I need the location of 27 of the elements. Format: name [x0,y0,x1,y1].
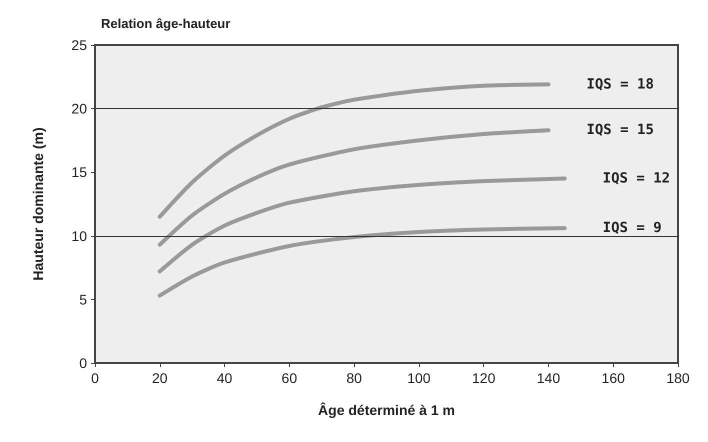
x-tick-label: 40 [216,370,233,386]
line-series [158,176,567,274]
text: IQS = 12 [602,170,670,187]
x-tick-label: 60 [282,370,298,386]
line-series [158,82,550,219]
y-tick-label: 5 [79,291,88,308]
x-tick-label: 120 [472,370,496,386]
y-tick-label: 25 [71,37,88,53]
text: IQS = 18 [586,76,654,92]
text: IQS = 9 [602,220,662,236]
x-tick-label: 0 [91,370,100,386]
line-series [158,226,567,298]
x-axis-title: Âge déterminé à 1 m [318,402,455,418]
y-tick-label: 10 [71,228,88,244]
line-series [158,128,550,247]
chart-title: Relation âge-hauteur [101,16,230,31]
x-tick-label: 20 [152,370,168,386]
x-tick-label: 140 [536,370,560,386]
text: IQS = 15 [586,122,654,138]
x-tick-label: 160 [602,370,626,386]
y-axis-title: Hauteur dominante (m) [30,127,46,281]
y-tick-label: 20 [71,100,88,117]
y-tick-label: 0 [79,355,88,371]
x-tick-label: 80 [346,370,362,386]
x-tick-label: 100 [407,370,431,386]
x-tick-label: 180 [666,370,690,386]
y-tick-label: 15 [71,164,88,180]
